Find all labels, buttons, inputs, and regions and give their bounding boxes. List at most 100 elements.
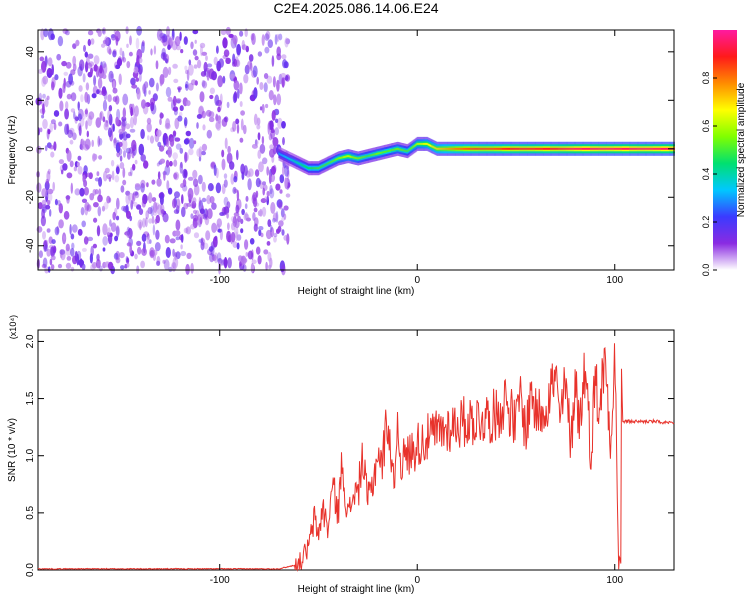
noise-blob: [66, 256, 72, 261]
noise-blob: [196, 148, 202, 158]
signal-core: [283, 155, 285, 158]
noise-blob: [257, 210, 262, 217]
signal-core: [381, 151, 383, 154]
noise-blob: [199, 208, 205, 214]
signal-core: [568, 147, 571, 150]
noise-blob: [107, 227, 111, 236]
signal-core: [462, 147, 464, 150]
noise-blob: [285, 193, 291, 198]
signal-core: [432, 145, 434, 148]
noise-blob: [267, 122, 271, 135]
noise-blob: [101, 43, 106, 48]
noise-blob: [281, 217, 285, 222]
signal-core: [601, 147, 603, 150]
signal-core: [599, 147, 601, 150]
noise-blob: [278, 33, 283, 41]
noise-blob: [273, 236, 277, 243]
signal-core: [459, 147, 461, 150]
noise-blob: [190, 213, 194, 219]
noise-blob: [179, 31, 182, 41]
signal-core: [488, 147, 491, 150]
signal-core: [451, 147, 453, 150]
noise-blob: [188, 59, 192, 66]
noise-blob: [155, 82, 159, 92]
noise-blob: [65, 243, 70, 252]
signal-core: [609, 147, 611, 150]
signal-core: [618, 147, 620, 150]
signal-core: [443, 147, 445, 150]
noise-blob: [167, 146, 173, 158]
signal-core: [353, 156, 355, 159]
noise-blob: [208, 116, 215, 123]
noise-blob: [42, 93, 46, 99]
noise-blob: [97, 194, 103, 203]
signal-core: [295, 160, 297, 163]
noise-blob: [162, 66, 169, 78]
signal-core: [665, 147, 668, 150]
noise-blob: [175, 230, 181, 237]
noise-blob: [137, 246, 142, 255]
noise-blob: [90, 67, 93, 76]
noise-blob: [110, 159, 115, 167]
y-tick-label: 0.5: [25, 505, 36, 519]
signal-core: [420, 142, 423, 145]
signal-core: [551, 147, 554, 150]
signal-core: [521, 147, 523, 150]
noise-blob: [156, 178, 162, 187]
noise-blob: [112, 211, 116, 221]
noise-blob: [248, 168, 254, 177]
noise-blob: [133, 201, 138, 207]
noise-blob: [194, 210, 200, 221]
colorbar-tick-label: 0.4: [701, 168, 711, 181]
noise-blob: [114, 61, 119, 70]
noise-blob: [226, 101, 230, 109]
noise-blob: [280, 72, 287, 79]
noise-blob: [150, 48, 153, 56]
noise-blob: [65, 101, 69, 110]
noise-blob: [65, 80, 72, 88]
noise-blob: [54, 198, 58, 206]
noise-blob: [58, 203, 63, 214]
signal-core: [416, 142, 419, 145]
noise-blob: [234, 226, 239, 238]
noise-blob: [64, 123, 69, 135]
signal-core: [476, 147, 479, 150]
noise-blob: [273, 94, 277, 106]
noise-blob: [235, 204, 240, 214]
noise-blob: [157, 171, 161, 180]
noise-blob: [209, 253, 215, 263]
noise-blob: [103, 201, 109, 210]
signal-core: [526, 147, 528, 150]
noise-blob: [180, 233, 184, 243]
noise-blob: [240, 255, 247, 266]
noise-blob: [44, 97, 49, 108]
noise-blob: [39, 127, 43, 133]
noise-blob: [119, 162, 125, 169]
noise-blob: [205, 55, 208, 61]
noise-blob: [173, 171, 180, 181]
signal-core: [357, 157, 359, 160]
signal-core: [437, 147, 439, 150]
signal-core: [348, 155, 351, 158]
noise-blob: [131, 84, 138, 89]
noise-blob: [276, 33, 280, 42]
signal-core: [436, 147, 438, 150]
signal-core: [576, 147, 579, 150]
signal-core: [529, 147, 531, 150]
noise-blob: [140, 260, 146, 269]
noise-blob: [172, 106, 179, 112]
signal-core: [453, 147, 455, 150]
signal-core: [589, 147, 592, 150]
signal-core: [438, 147, 440, 150]
noise-blob: [132, 163, 136, 171]
signal-core: [481, 147, 484, 150]
noise-blob: [266, 75, 273, 84]
signal-core: [494, 147, 497, 150]
noise-blob: [206, 69, 210, 81]
noise-blob: [159, 118, 162, 126]
signal-core: [399, 148, 402, 151]
noise-blob: [129, 128, 136, 133]
noise-blob: [184, 151, 188, 163]
signal-core: [358, 157, 360, 160]
y-tick-label: 40: [25, 46, 36, 58]
